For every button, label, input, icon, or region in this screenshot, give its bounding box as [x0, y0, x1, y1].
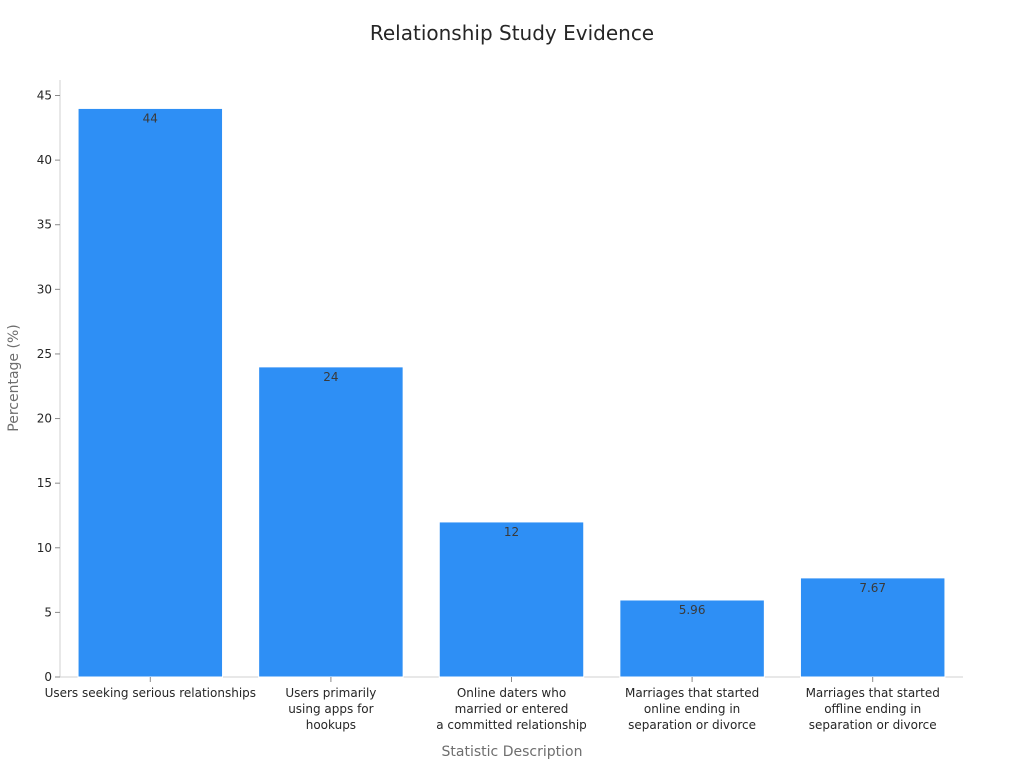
data-label: 44 [143, 111, 158, 125]
y-tick-label: 20 [37, 412, 52, 426]
data-label: 5.96 [679, 603, 706, 617]
y-tick-label: 10 [37, 541, 52, 555]
x-tick-label-line: separation or divorce [628, 718, 756, 732]
x-tick-label: Users primarily using apps for hookups [285, 686, 376, 732]
x-tick-label: Marriages that started online ending in se… [625, 686, 759, 732]
x-tick-label-line: married or entered [455, 702, 569, 716]
y-tick-label: 45 [37, 89, 52, 103]
y-tick-label: 30 [37, 282, 52, 296]
y-tick-label: 15 [37, 476, 52, 490]
bar [619, 599, 765, 678]
x-tick-label-line: Users seeking serious relationships [45, 686, 256, 700]
x-tick-label-line: hookups [306, 718, 356, 732]
x-tick-label-line: Users primarily [285, 686, 376, 700]
x-tick-label-line: online ending in [644, 702, 740, 716]
bar [438, 521, 585, 678]
y-tick-label: 5 [44, 605, 52, 619]
y-tick-label: 0 [44, 670, 52, 684]
bar [258, 366, 404, 678]
chart-title: Relationship Study Evidence [370, 21, 654, 45]
x-axis-title: Statistic Description [442, 744, 583, 760]
plot-area: 0 5 10 15 20 25 30 35 40 45 44 Users seeking seriou… [37, 80, 963, 732]
y-tick-label: 40 [37, 153, 52, 167]
x-tick-label-line: Online daters who [457, 686, 566, 700]
x-tick-label-line: offline ending in [824, 702, 921, 716]
data-label: 12 [504, 525, 519, 539]
x-tick-label: Marriages that started offline ending in s… [806, 686, 940, 732]
y-tick-label: 25 [37, 347, 52, 361]
y-tick-label: 35 [37, 218, 52, 232]
x-tick-label-line: separation or divorce [809, 718, 937, 732]
x-tick-label: Users seeking serious relationships [45, 686, 256, 700]
bar [77, 107, 224, 678]
data-label: 24 [323, 370, 338, 384]
x-tick-label-line: using apps for [288, 702, 373, 716]
y-axis-title: Percentage (%) [6, 324, 22, 431]
x-tick-label-line: Marriages that started [625, 686, 759, 700]
x-tick-label-line: a committed relationship [436, 718, 587, 732]
x-tick-label: Online daters who married or entered a com… [436, 686, 587, 732]
x-tick-label-line: Marriages that started [806, 686, 940, 700]
data-label: 7.67 [859, 581, 886, 595]
